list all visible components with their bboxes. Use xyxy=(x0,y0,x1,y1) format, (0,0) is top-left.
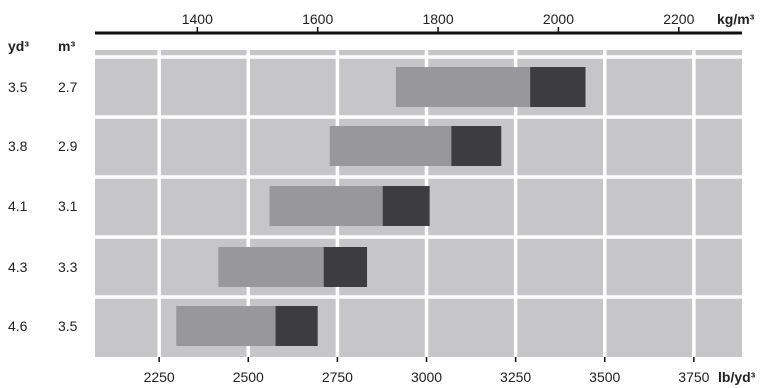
category-label-yd3: 4.3 xyxy=(8,259,28,275)
bar-dark-segment xyxy=(382,186,430,226)
category-label-m3: 3.3 xyxy=(58,259,78,275)
bottom-axis-tick-label: 2750 xyxy=(322,369,353,385)
bar-dark-segment xyxy=(323,247,368,287)
category-label-yd3: 3.8 xyxy=(8,138,28,154)
bar-light-segment xyxy=(218,247,324,287)
bar-dark-segment xyxy=(275,306,318,346)
category-labels: 3.5 2.7 3.8 2.9 4.1 3.1 4.3 3.3 4.6 3.5 xyxy=(8,79,78,334)
bottom-axis-unit-label: lb/yd³ xyxy=(718,369,756,385)
m3-column-header: m³ xyxy=(58,38,75,54)
bar-light-segment xyxy=(176,306,276,346)
category-label-yd3: 4.1 xyxy=(8,198,28,214)
bar-dark-segment xyxy=(451,126,502,166)
top-axis-ticks: 1400 1600 1800 2000 2200 xyxy=(182,11,695,33)
top-axis-tick-label: 1400 xyxy=(182,11,213,27)
bottom-axis-tick-label: 2250 xyxy=(144,369,175,385)
top-axis-unit-label: kg/m³ xyxy=(717,11,755,27)
category-label-m3: 2.9 xyxy=(58,138,78,154)
top-axis-tick-label: 2000 xyxy=(543,11,574,27)
bottom-axis-tick-label: 3000 xyxy=(411,369,442,385)
yd3-column-header: yd³ xyxy=(8,38,29,54)
bar-light-segment xyxy=(329,126,452,166)
bars xyxy=(176,67,586,346)
bar-dark-segment xyxy=(530,67,586,107)
bottom-axis-tick-label: 3500 xyxy=(589,369,620,385)
bottom-axis-tick-label: 2500 xyxy=(233,369,264,385)
category-label-m3: 2.7 xyxy=(58,79,78,95)
category-label-m3: 3.5 xyxy=(58,318,78,334)
top-axis-tick-label: 2200 xyxy=(663,11,694,27)
bottom-axis-tick-label: 3250 xyxy=(500,369,531,385)
category-label-yd3: 3.5 xyxy=(8,79,28,95)
bar-light-segment xyxy=(269,186,383,226)
category-label-yd3: 4.6 xyxy=(8,318,28,334)
bottom-axis-ticks: 2250 2500 2750 3000 3250 3500 3750 xyxy=(144,357,710,385)
top-axis-tick-label: 1600 xyxy=(302,11,333,27)
bar-light-segment xyxy=(395,67,531,107)
top-axis-tick-label: 1800 xyxy=(422,11,453,27)
category-label-m3: 3.1 xyxy=(58,198,78,214)
bottom-axis-tick-label: 3750 xyxy=(678,369,709,385)
